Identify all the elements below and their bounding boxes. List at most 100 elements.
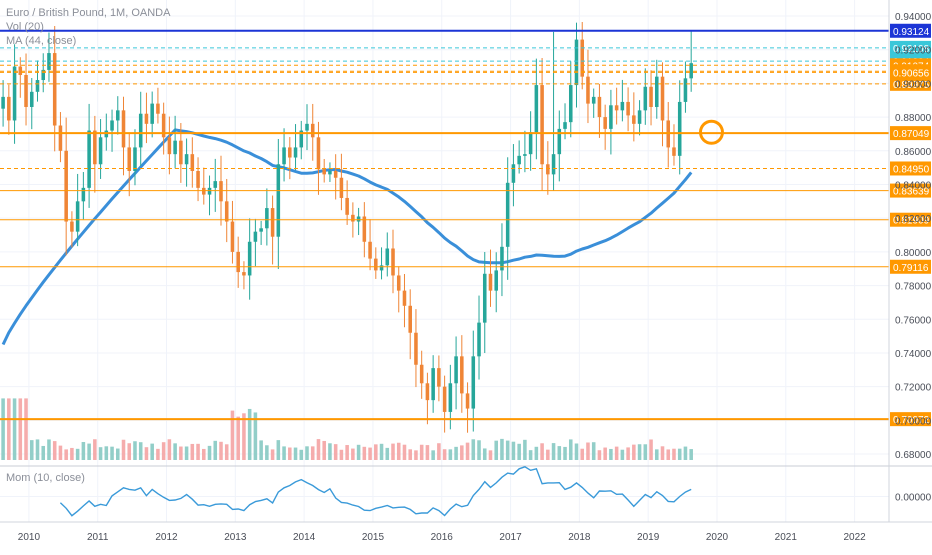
momentum-layer [0, 465, 932, 517]
volume-bar [362, 446, 367, 460]
candle-body [419, 364, 424, 384]
candle-body [677, 101, 682, 156]
volume-bar [563, 446, 567, 460]
candle-body [437, 368, 441, 387]
mom-tick-label: 0.00000 [895, 492, 932, 503]
y-tick-label: 0.90000 [895, 79, 932, 90]
candle-body [614, 105, 619, 111]
ma-line [1, 128, 693, 346]
volume-bar [471, 439, 476, 460]
candle-body [597, 96, 602, 118]
candle-body [299, 130, 304, 148]
candle-body [534, 85, 539, 133]
volume-bar [333, 444, 338, 460]
candle-body [93, 130, 97, 165]
volume-bar [557, 446, 562, 460]
volume-bar [93, 439, 97, 460]
candle-body [110, 120, 114, 131]
volume-bar [534, 446, 539, 460]
candle-body [29, 91, 34, 107]
candle-body [568, 85, 573, 123]
candle-body [161, 113, 166, 138]
candle-body [98, 137, 103, 165]
candle-body [288, 147, 292, 158]
volume-bar [683, 446, 688, 460]
volume-bar [528, 450, 533, 460]
volume-bar [540, 443, 544, 460]
volume-bar [310, 446, 315, 460]
volume-bar [620, 449, 625, 460]
y-tick-label: 0.78000 [895, 282, 932, 293]
candle-body [683, 78, 688, 102]
candle-body [626, 101, 630, 116]
volume-bar [551, 443, 556, 460]
candle-body [546, 164, 550, 175]
volume-bar [161, 442, 166, 460]
mom-line [59, 466, 692, 517]
candle-body [654, 76, 659, 107]
candle-body [672, 147, 676, 156]
price-tag [890, 23, 931, 38]
volume-bar [190, 443, 195, 460]
volume-bar [568, 439, 573, 460]
candle-body [396, 275, 401, 291]
mom-legend[interactable]: Mom (10, close) [6, 472, 85, 484]
volume-bar [345, 445, 349, 460]
highlight-circle [698, 119, 724, 145]
candle-body [133, 147, 137, 172]
y-tick-label: 0.70000 [895, 416, 932, 427]
volume-bar [385, 447, 390, 460]
price-tag [890, 183, 931, 198]
candle-body [471, 356, 476, 409]
candle-body [265, 208, 269, 229]
vol-legend[interactable]: Vol (20) [6, 21, 44, 33]
volume-bar [517, 443, 521, 460]
volume-bar [442, 449, 447, 460]
x-tick-label: 2019 [637, 532, 660, 543]
symbol-legend[interactable]: Euro / British Pound, 1M, OANDA [6, 7, 171, 19]
volume-bar [179, 446, 183, 460]
y-tick-label: 0.86000 [895, 147, 932, 158]
candle-body [505, 182, 510, 247]
candle-body [179, 140, 183, 165]
candle-body [316, 137, 321, 170]
volume-bar [603, 447, 607, 460]
candle-body [173, 140, 177, 155]
volume-bar [70, 447, 74, 460]
volume-bar [156, 448, 160, 460]
candle-body [144, 113, 149, 124]
candles [1, 21, 693, 433]
candle-body [282, 147, 286, 165]
volume-bar [127, 443, 132, 460]
volume-bar [654, 449, 659, 460]
price-tag-label: 0.89975 [893, 80, 930, 91]
candle-body [259, 228, 263, 232]
volume-bar [408, 449, 412, 460]
volume-bar [270, 449, 275, 460]
volume-bar [18, 398, 23, 460]
ma-legend[interactable]: MA (44, close) [6, 35, 77, 47]
x-tick-label: 2020 [706, 532, 729, 543]
candle-body [494, 270, 498, 291]
y-tick-label: 0.84000 [895, 180, 932, 191]
axes: 0.94000 0.92000 0.90000 0.88000 0.86000 0.840… [0, 0, 932, 543]
volume-bar [632, 444, 636, 460]
volume-bar [110, 446, 114, 460]
volume-bar [482, 448, 487, 460]
candle-body [70, 221, 74, 232]
volume-bar [293, 447, 298, 460]
volume-bar [351, 448, 355, 460]
volume-bar [121, 439, 126, 460]
candle-body [454, 356, 458, 384]
candle-body [12, 66, 17, 121]
candle-body [276, 164, 281, 237]
candle-body [517, 155, 521, 165]
candle-body [460, 356, 464, 394]
candle-body [500, 246, 504, 271]
x-tick-label: 2015 [362, 532, 385, 543]
x-tick-label: 2013 [224, 532, 247, 543]
volume-bar [465, 442, 470, 460]
volume-bar [586, 442, 590, 460]
